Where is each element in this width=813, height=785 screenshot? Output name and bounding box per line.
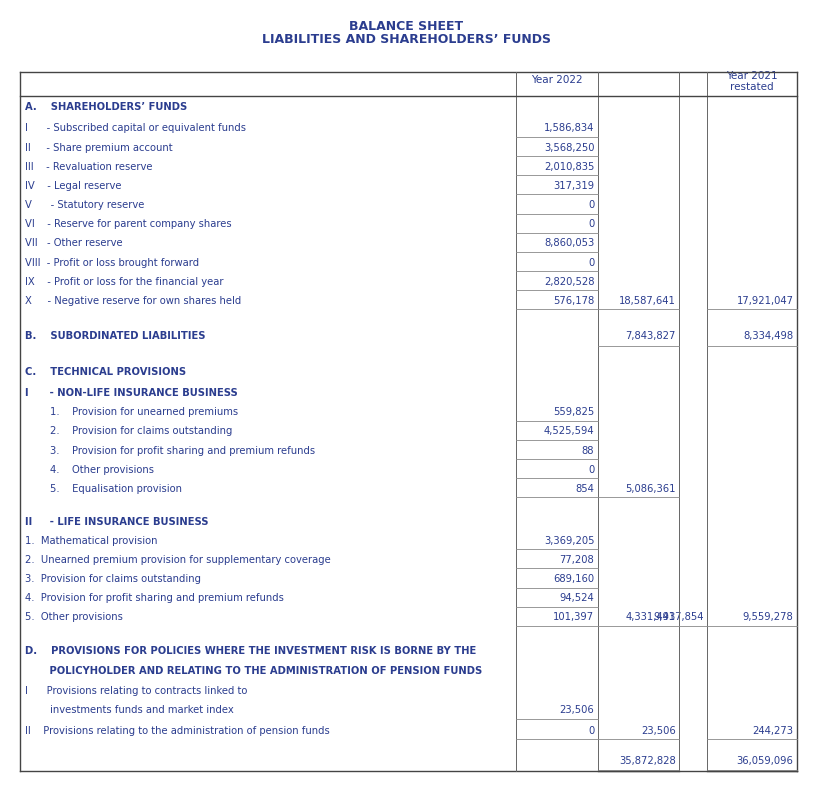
Text: 4,331,493: 4,331,493 bbox=[625, 612, 676, 623]
Text: 3.    Provision for profit sharing and premium refunds: 3. Provision for profit sharing and prem… bbox=[25, 446, 315, 455]
Text: 8,334,498: 8,334,498 bbox=[743, 330, 793, 341]
Text: I      - Subscribed capital or equivalent funds: I - Subscribed capital or equivalent fun… bbox=[25, 123, 246, 133]
Text: 18,587,641: 18,587,641 bbox=[619, 296, 676, 306]
Text: A.    SHAREHOLDERS’ FUNDS: A. SHAREHOLDERS’ FUNDS bbox=[25, 102, 188, 112]
Text: 94,524: 94,524 bbox=[559, 593, 594, 603]
Text: 23,506: 23,506 bbox=[559, 705, 594, 715]
Text: V      - Statutory reserve: V - Statutory reserve bbox=[25, 200, 145, 210]
Text: X     - Negative reserve for own shares held: X - Negative reserve for own shares held bbox=[25, 296, 241, 306]
Text: 854: 854 bbox=[576, 484, 594, 494]
Text: 7,843,827: 7,843,827 bbox=[625, 330, 676, 341]
Text: 2,010,835: 2,010,835 bbox=[544, 162, 594, 172]
Text: 9,559,278: 9,559,278 bbox=[743, 612, 793, 623]
Text: 1,586,834: 1,586,834 bbox=[544, 123, 594, 133]
Text: 0: 0 bbox=[588, 200, 594, 210]
Text: II    Provisions relating to the administration of pension funds: II Provisions relating to the administra… bbox=[25, 725, 330, 736]
Text: 8,860,053: 8,860,053 bbox=[544, 239, 594, 248]
Text: 35,872,828: 35,872,828 bbox=[619, 756, 676, 766]
Text: 77,208: 77,208 bbox=[559, 555, 594, 565]
Text: 3,568,250: 3,568,250 bbox=[544, 143, 594, 152]
Text: 317,319: 317,319 bbox=[553, 181, 594, 191]
Text: 2.  Unearned premium provision for supplementary coverage: 2. Unearned premium provision for supple… bbox=[25, 555, 331, 565]
Text: I      Provisions relating to contracts linked to: I Provisions relating to contracts linke… bbox=[25, 686, 248, 696]
Text: C.    TECHNICAL PROVISIONS: C. TECHNICAL PROVISIONS bbox=[25, 367, 186, 377]
Text: 1.    Provision for unearned premiums: 1. Provision for unearned premiums bbox=[25, 407, 238, 417]
Text: 0: 0 bbox=[588, 465, 594, 475]
Text: VII   - Other reserve: VII - Other reserve bbox=[25, 239, 123, 248]
Text: 3,369,205: 3,369,205 bbox=[544, 535, 594, 546]
Text: 0: 0 bbox=[588, 219, 594, 229]
Text: 88: 88 bbox=[582, 446, 594, 455]
Text: III    - Revaluation reserve: III - Revaluation reserve bbox=[25, 162, 153, 172]
Text: II     - Share premium account: II - Share premium account bbox=[25, 143, 173, 152]
Text: 2,820,528: 2,820,528 bbox=[544, 277, 594, 287]
Text: II     - LIFE INSURANCE BUSINESS: II - LIFE INSURANCE BUSINESS bbox=[25, 517, 209, 527]
Text: 689,160: 689,160 bbox=[553, 574, 594, 584]
Text: 3.  Provision for claims outstanding: 3. Provision for claims outstanding bbox=[25, 574, 201, 584]
Text: 5.    Equalisation provision: 5. Equalisation provision bbox=[25, 484, 182, 494]
Text: POLICYHOLDER AND RELATING TO THE ADMINISTRATION OF PENSION FUNDS: POLICYHOLDER AND RELATING TO THE ADMINIS… bbox=[25, 666, 482, 676]
Text: 23,506: 23,506 bbox=[641, 725, 676, 736]
Text: 2.    Provision for claims outstanding: 2. Provision for claims outstanding bbox=[25, 426, 233, 436]
Text: 0: 0 bbox=[588, 725, 594, 736]
Text: VIII  - Profit or loss brought forward: VIII - Profit or loss brought forward bbox=[25, 257, 199, 268]
Text: investments funds and market index: investments funds and market index bbox=[25, 705, 234, 715]
Text: 244,273: 244,273 bbox=[753, 725, 793, 736]
Text: 9,417,854: 9,417,854 bbox=[654, 612, 704, 623]
Text: D.    PROVISIONS FOR POLICIES WHERE THE INVESTMENT RISK IS BORNE BY THE: D. PROVISIONS FOR POLICIES WHERE THE INV… bbox=[25, 646, 476, 656]
Text: 576,178: 576,178 bbox=[553, 296, 594, 306]
Text: IX    - Profit or loss for the financial year: IX - Profit or loss for the financial ye… bbox=[25, 277, 224, 287]
Text: IV    - Legal reserve: IV - Legal reserve bbox=[25, 181, 122, 191]
Text: 5,086,361: 5,086,361 bbox=[625, 484, 676, 494]
Text: 5.  Other provisions: 5. Other provisions bbox=[25, 612, 123, 623]
Text: 559,825: 559,825 bbox=[553, 407, 594, 417]
Text: B.    SUBORDINATED LIABILITIES: B. SUBORDINATED LIABILITIES bbox=[25, 330, 206, 341]
Text: VI    - Reserve for parent company shares: VI - Reserve for parent company shares bbox=[25, 219, 232, 229]
Text: BALANCE SHEET: BALANCE SHEET bbox=[350, 20, 463, 33]
Text: Year 2022: Year 2022 bbox=[531, 75, 583, 85]
Text: 4.    Other provisions: 4. Other provisions bbox=[25, 465, 154, 475]
Text: LIABILITIES AND SHAREHOLDERS’ FUNDS: LIABILITIES AND SHAREHOLDERS’ FUNDS bbox=[262, 33, 551, 46]
Text: 4,525,594: 4,525,594 bbox=[544, 426, 594, 436]
Text: 17,921,047: 17,921,047 bbox=[737, 296, 793, 306]
Text: I      - NON-LIFE INSURANCE BUSINESS: I - NON-LIFE INSURANCE BUSINESS bbox=[25, 388, 238, 398]
Text: 0: 0 bbox=[588, 257, 594, 268]
Text: 1.  Mathematical provision: 1. Mathematical provision bbox=[25, 535, 158, 546]
Text: 4.  Provision for profit sharing and premium refunds: 4. Provision for profit sharing and prem… bbox=[25, 593, 284, 603]
Text: 36,059,096: 36,059,096 bbox=[737, 756, 793, 766]
Text: 101,397: 101,397 bbox=[553, 612, 594, 623]
Text: Year 2021
restated: Year 2021 restated bbox=[726, 71, 778, 93]
